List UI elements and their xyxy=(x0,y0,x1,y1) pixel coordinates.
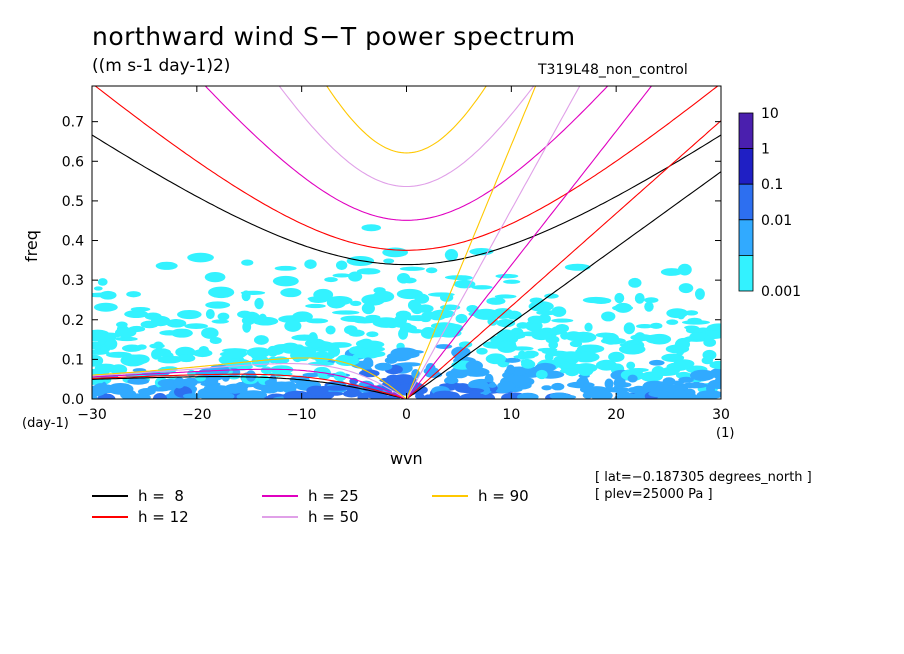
colorbar-label: 0.01 xyxy=(761,213,792,229)
y-tick-label: 0.4 xyxy=(62,234,84,250)
rossby-curve xyxy=(92,368,407,399)
latitude-annotation: [ lat=−0.187305 degrees_north ] xyxy=(595,470,812,485)
rossby-curve xyxy=(92,376,407,399)
x-axis-label: wvn xyxy=(390,449,423,468)
rossby-curve xyxy=(92,357,407,399)
kelvin-curve xyxy=(406,86,653,399)
colorbar-segment xyxy=(738,112,754,149)
legend-item: h = 90 xyxy=(432,487,529,505)
legend-label: h = 8 xyxy=(138,487,184,505)
colorbar-segment xyxy=(738,219,754,256)
y-tick-label: 0.5 xyxy=(62,194,84,210)
legend-item: h = 12 xyxy=(92,508,189,526)
kelvin-curve xyxy=(406,120,721,399)
x-axis-unit: (1) xyxy=(716,426,735,441)
colorbar-segment xyxy=(738,254,754,292)
y-axis-unit: (day-1) xyxy=(22,416,69,431)
x-tick-label: −10 xyxy=(287,407,317,423)
chart-subtitle: ((m s-1 day-1)2) xyxy=(92,56,231,76)
y-tick-label: 0.6 xyxy=(62,154,84,170)
legend-swatch xyxy=(92,516,128,518)
legend-label: h = 50 xyxy=(308,508,359,526)
y-tick-label: 0.2 xyxy=(62,313,84,329)
x-tick-label: 0 xyxy=(402,407,411,423)
rossby-curve xyxy=(92,363,407,399)
colorbar-label: 0.001 xyxy=(761,284,801,300)
legend-label: h = 25 xyxy=(308,487,359,505)
gravity-curve xyxy=(278,86,535,188)
legend-item: h = 8 xyxy=(92,487,184,505)
run-label: T319L48_non_control xyxy=(538,62,688,78)
kelvin-curve xyxy=(406,86,581,399)
legend-swatch xyxy=(262,516,298,518)
colorbar-label: 10 xyxy=(761,106,779,122)
y-tick-label: 0.3 xyxy=(62,273,84,289)
rossby-curve xyxy=(92,373,407,399)
x-tick-label: 30 xyxy=(712,407,730,423)
legend-swatch xyxy=(432,495,468,497)
colorbar-label: 1 xyxy=(761,142,770,158)
colorbar-label: 0.1 xyxy=(761,177,783,193)
kelvin-curve xyxy=(406,171,721,399)
colorbar-segment xyxy=(738,148,754,185)
gravity-curve xyxy=(326,86,487,154)
x-tick-label: 20 xyxy=(607,407,625,423)
gravity-curve xyxy=(94,86,719,251)
legend-item: h = 25 xyxy=(262,487,359,505)
y-tick-label: 0.1 xyxy=(62,352,84,368)
pressure-annotation: [ plev=25000 Pa ] xyxy=(595,487,713,502)
gravity-curve xyxy=(92,134,721,266)
x-tick-label: −30 xyxy=(77,407,107,423)
kelvin-curve xyxy=(405,86,537,399)
chart-title: northward wind S−T power spectrum xyxy=(92,22,576,51)
colorbar-segment xyxy=(738,183,754,221)
y-tick-label: 0.0 xyxy=(62,392,84,408)
legend-label: h = 12 xyxy=(138,508,189,526)
gravity-curve xyxy=(204,86,609,221)
legend-swatch xyxy=(92,495,128,497)
dispersion-curves xyxy=(92,86,721,399)
legend-swatch xyxy=(262,495,298,497)
x-tick-label: 10 xyxy=(502,407,520,423)
y-tick-label: 0.7 xyxy=(62,115,84,131)
legend-label: h = 90 xyxy=(478,487,529,505)
x-tick-label: −20 xyxy=(182,407,212,423)
y-axis-label: freq xyxy=(22,230,41,262)
legend-item: h = 50 xyxy=(262,508,359,526)
spectrum-field xyxy=(92,224,721,399)
